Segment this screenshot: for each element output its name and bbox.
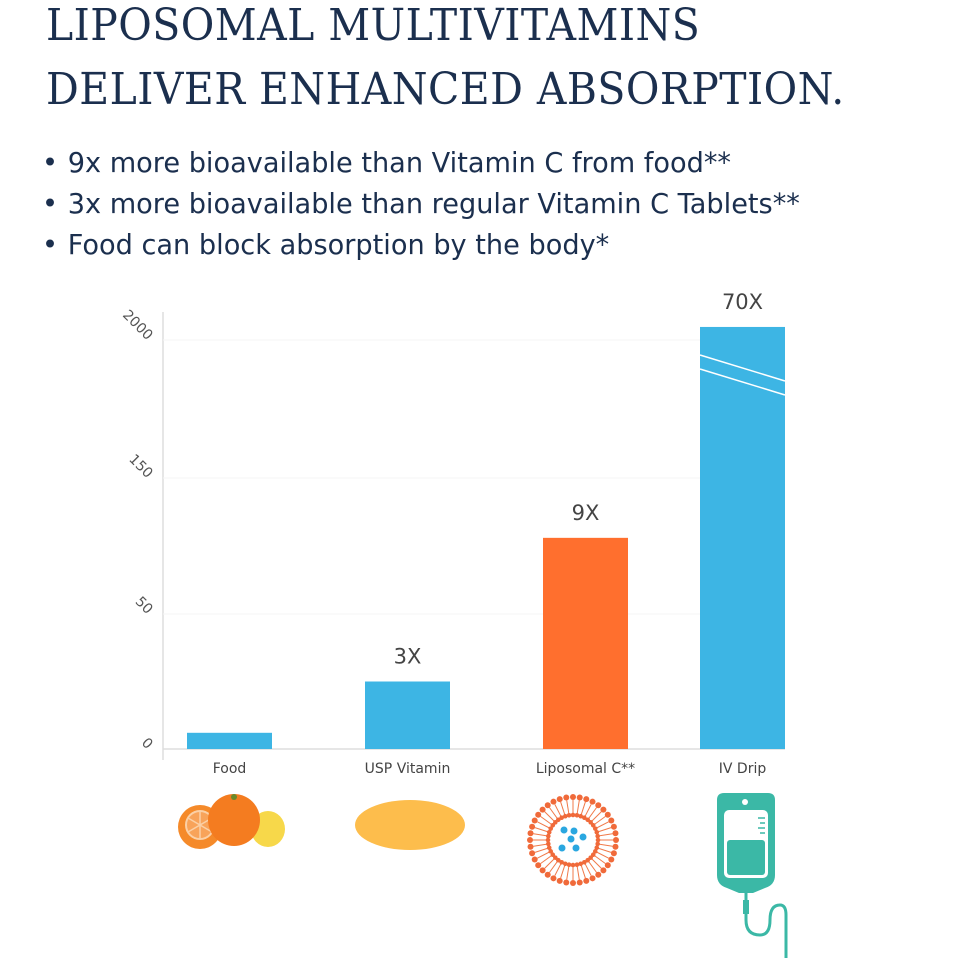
- y-tick-label: 50: [132, 594, 156, 618]
- y-tick-label: 0: [138, 735, 156, 753]
- category-label: IV Drip: [719, 761, 767, 777]
- category-label: USP Vitamin: [365, 761, 451, 777]
- data-label: 70X: [722, 290, 763, 314]
- tablet-icon: [355, 800, 465, 850]
- page-title: LIPOSOMAL MULTIVITAMINS DELIVER ENHANCED…: [46, 0, 845, 122]
- bullet-list: 9x more bioavailable than Vitamin C from…: [42, 142, 800, 265]
- title-line-1: LIPOSOMAL MULTIVITAMINS: [46, 0, 701, 51]
- bar-0: [187, 732, 272, 749]
- axis-break-mark: [699, 368, 786, 396]
- oranges-lemon-icon: [178, 794, 285, 849]
- bullet-item: 3x more bioavailable than regular Vitami…: [42, 183, 800, 224]
- bar-2: [543, 537, 628, 749]
- liposome-icon: [527, 794, 619, 886]
- category-label: Food: [213, 761, 247, 777]
- bar-1: [365, 681, 450, 749]
- bullet-item: 9x more bioavailable than Vitamin C from…: [42, 142, 800, 183]
- data-label: 3X: [394, 645, 422, 669]
- y-tick-label: 2000: [119, 307, 156, 344]
- data-label: 9X: [572, 501, 600, 525]
- axis-break-mark: [699, 354, 786, 382]
- y-tick-label: 150: [125, 451, 155, 481]
- bar-3: [700, 326, 785, 749]
- category-label: Liposomal C**: [536, 761, 635, 777]
- title-line-2: DELIVER ENHANCED ABSORPTION.: [46, 64, 845, 115]
- bullet-item: Food can block absorption by the body*: [42, 224, 800, 265]
- iv-bag-icon: [717, 793, 788, 958]
